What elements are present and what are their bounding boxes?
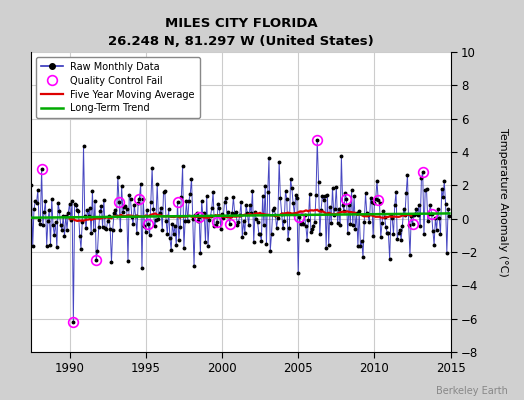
Legend: Raw Monthly Data, Quality Control Fail, Five Year Moving Average, Long-Term Tren: Raw Monthly Data, Quality Control Fail, … bbox=[36, 57, 200, 118]
Title: MILES CITY FLORIDA
26.248 N, 81.297 W (United States): MILES CITY FLORIDA 26.248 N, 81.297 W (U… bbox=[108, 17, 374, 48]
Y-axis label: Temperature Anomaly (°C): Temperature Anomaly (°C) bbox=[498, 128, 508, 276]
Text: Berkeley Earth: Berkeley Earth bbox=[436, 386, 508, 396]
